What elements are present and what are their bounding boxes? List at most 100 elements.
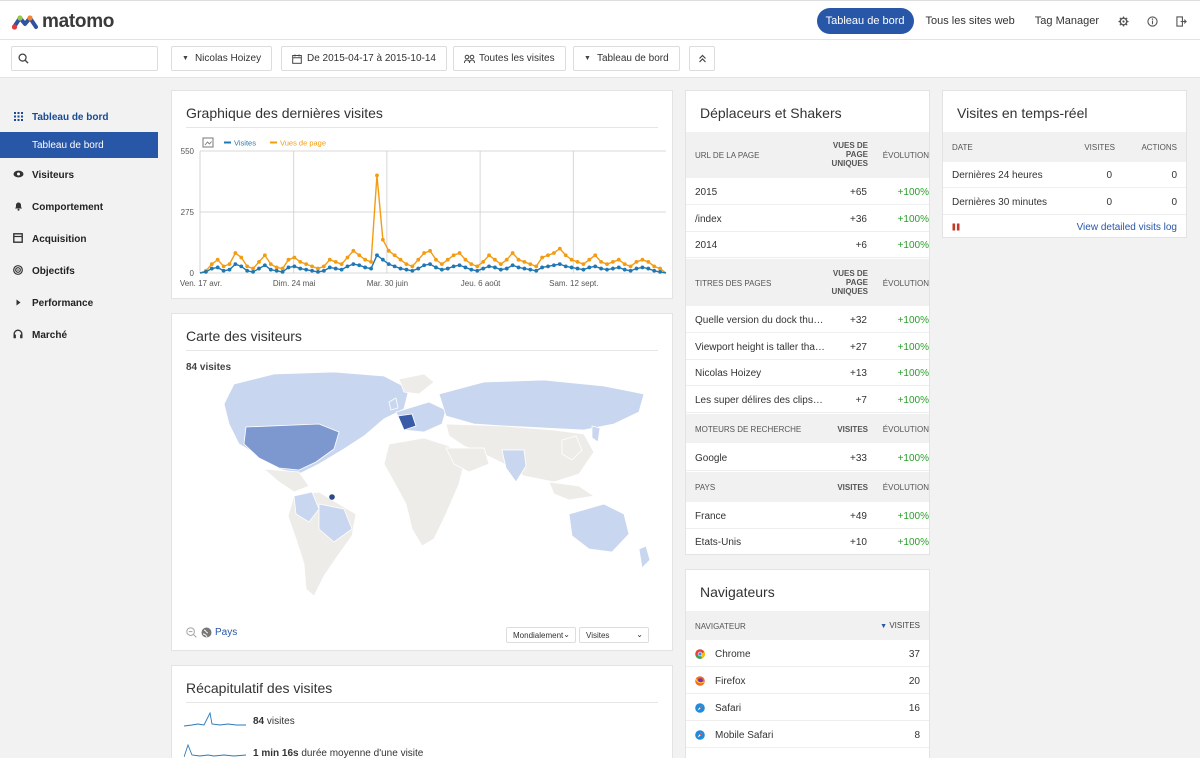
table-row[interactable]: Nicolas Hoizey +13 +100% [686, 360, 929, 386]
map-scope-select[interactable]: Mondialement ⌄ [506, 627, 576, 643]
data-point-pageviews[interactable] [475, 264, 480, 269]
data-point-visits[interactable] [587, 265, 592, 270]
sidebar-item-acquisition[interactable]: Acquisition [0, 226, 158, 252]
map-region-indonesia[interactable] [548, 481, 596, 501]
map-region-new-zealand[interactable] [638, 545, 651, 569]
data-point-pageviews[interactable] [262, 253, 267, 258]
data-point-visits[interactable] [457, 263, 462, 268]
data-point-visits[interactable] [640, 265, 645, 270]
sidebar-item-performance[interactable]: Performance [0, 290, 158, 316]
data-point-pageviews[interactable] [616, 257, 621, 262]
data-point-pageviews[interactable] [351, 248, 356, 253]
column-header[interactable]: Moteurs de recherche [695, 425, 802, 434]
data-point-pageviews[interactable] [209, 262, 214, 267]
map-region-colombia[interactable] [293, 491, 320, 523]
map-region-greenland[interactable] [398, 373, 435, 395]
column-header-sorted[interactable]: ▼ Visites [880, 621, 920, 630]
data-point-pageviews[interactable] [439, 262, 444, 267]
data-point-pageviews[interactable] [386, 248, 391, 253]
data-point-pageviews[interactable] [215, 257, 220, 262]
data-point-visits[interactable] [493, 265, 497, 270]
data-point-visits[interactable] [646, 266, 651, 271]
data-point-visits[interactable] [616, 265, 621, 270]
data-point-pageviews[interactable] [563, 253, 568, 258]
data-point-pageviews[interactable] [380, 237, 385, 242]
data-point-visits[interactable] [516, 265, 521, 270]
data-point-visits[interactable] [563, 264, 568, 269]
data-point-visits[interactable] [262, 263, 267, 268]
map-region-guyane[interactable] [329, 494, 335, 500]
data-point-visits[interactable] [215, 265, 220, 270]
data-point-visits[interactable] [392, 264, 397, 269]
data-point-visits[interactable] [268, 267, 273, 272]
data-point-pageviews[interactable] [233, 251, 238, 255]
data-point-pageviews[interactable] [546, 253, 550, 258]
data-point-pageviews[interactable] [416, 257, 421, 262]
map-region-russia[interactable] [438, 379, 645, 431]
data-point-visits[interactable] [658, 269, 663, 274]
column-header[interactable]: Visites [837, 483, 868, 492]
data-point-visits[interactable] [634, 266, 639, 271]
data-point-pageviews[interactable] [498, 262, 503, 267]
data-point-pageviews[interactable] [280, 266, 285, 271]
data-point-pageviews[interactable] [534, 264, 539, 269]
data-point-visits[interactable] [428, 262, 432, 267]
sidebar-item-goals[interactable]: Objectifs [0, 258, 158, 284]
data-point-visits[interactable] [380, 257, 385, 262]
data-point-visits[interactable] [239, 264, 244, 269]
data-point-visits[interactable] [351, 262, 356, 267]
data-point-visits[interactable] [398, 266, 403, 271]
map-region-africa[interactable] [383, 437, 465, 547]
table-row[interactable]: Chrome 37 [686, 641, 929, 667]
data-point-visits[interactable] [327, 265, 332, 270]
data-point-visits[interactable] [628, 268, 633, 273]
map-region-france[interactable] [397, 413, 417, 431]
sidebar-item-visitors[interactable]: Visiteurs [0, 162, 158, 188]
data-point-pageviews[interactable] [622, 262, 627, 267]
data-point-pageviews[interactable] [274, 265, 279, 270]
data-point-visits[interactable] [233, 262, 238, 267]
data-point-pageviews[interactable] [434, 257, 438, 262]
data-point-pageviews[interactable] [487, 253, 491, 258]
table-row[interactable]: /index +36 +100% [686, 206, 929, 232]
data-point-visits[interactable] [552, 263, 556, 268]
data-point-pageviews[interactable] [611, 260, 615, 264]
data-point-pageviews[interactable] [516, 257, 521, 262]
legend-pageviews[interactable]: Vues de page [280, 139, 326, 148]
search-box[interactable] [11, 46, 158, 71]
table-row[interactable]: France +49 +100% [686, 503, 929, 529]
column-header[interactable]: Titres des pages [695, 279, 772, 288]
data-point-visits[interactable] [292, 264, 297, 269]
data-point-pageviews[interactable] [304, 262, 309, 267]
data-point-visits[interactable] [546, 264, 550, 269]
column-header[interactable]: URL de la page [695, 151, 760, 160]
data-point-visits[interactable] [209, 266, 214, 271]
data-point-visits[interactable] [451, 264, 456, 269]
data-point-visits[interactable] [404, 267, 409, 272]
data-point-visits[interactable] [310, 268, 314, 273]
data-point-visits[interactable] [475, 268, 480, 273]
map-region-usa[interactable] [243, 423, 340, 471]
data-point-visits[interactable] [434, 265, 438, 270]
data-point-visits[interactable] [575, 266, 580, 271]
data-point-pageviews[interactable] [640, 257, 645, 262]
data-point-pageviews[interactable] [557, 246, 562, 251]
collapse-button[interactable] [689, 46, 715, 71]
data-point-pageviews[interactable] [310, 264, 314, 269]
evolution-chart[interactable]: Visites Vues de page 550 275 0 Ven. 17 avr… [172, 125, 673, 299]
data-point-pageviews[interactable] [227, 262, 232, 267]
sparkline-avg-duration[interactable] [184, 743, 246, 758]
table-row[interactable]: 2014 +6 +100% [686, 232, 929, 258]
data-point-visits[interactable] [375, 253, 379, 258]
table-row[interactable]: Safari 16 [686, 695, 929, 721]
data-point-pageviews[interactable] [528, 262, 533, 267]
data-point-pageviews[interactable] [540, 255, 545, 260]
column-header[interactable]: Évolution [882, 151, 929, 160]
data-point-visits[interactable] [599, 266, 604, 271]
column-header[interactable]: Vues de page uniques [831, 269, 868, 296]
data-point-visits[interactable] [245, 268, 250, 273]
sparkline-visits[interactable] [184, 712, 246, 728]
data-point-pageviews[interactable] [634, 260, 639, 264]
pause-icon[interactable] [952, 223, 960, 231]
data-point-visits[interactable] [469, 267, 474, 272]
